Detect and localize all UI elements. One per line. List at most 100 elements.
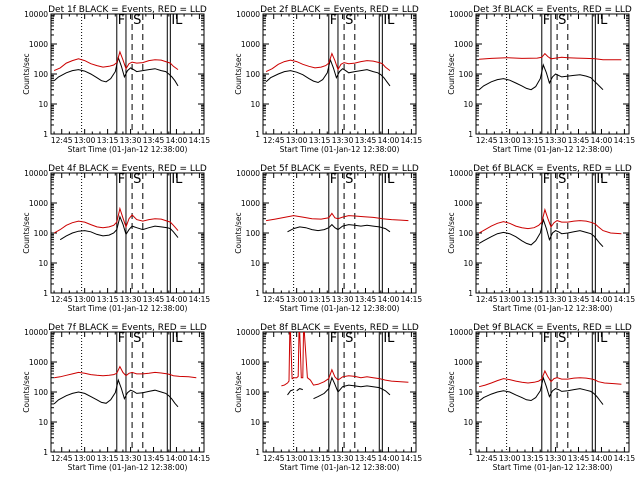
y-axis-label: Counts/sec bbox=[22, 212, 31, 253]
x-tick-label: 14:00 bbox=[166, 454, 188, 463]
x-tick-label: 13:15 bbox=[309, 136, 331, 145]
lld-series-line bbox=[479, 52, 622, 61]
y-tick-label: 1000 bbox=[29, 199, 48, 208]
y-tick-label: 10 bbox=[463, 418, 473, 427]
marker-label: IL bbox=[171, 172, 183, 187]
panel-title: Det 5f BLACK = Events, RED = LLD bbox=[260, 164, 419, 174]
events-series-line bbox=[478, 63, 604, 91]
x-tick-label: 13:45 bbox=[568, 454, 590, 463]
x-tick-label: 14:15 bbox=[189, 136, 211, 145]
y-tick-label: 100 bbox=[459, 229, 474, 238]
events-series-line bbox=[53, 378, 179, 408]
marker-label: S bbox=[133, 172, 141, 187]
x-tick-label: 13:30 bbox=[332, 454, 354, 463]
y-tick-label: 1000 bbox=[454, 358, 473, 367]
y-tick-label: 10000 bbox=[236, 169, 260, 178]
panel-title: Det 2f BLACK = Events, RED = LLD bbox=[260, 5, 419, 15]
x-tick-label: 14:00 bbox=[378, 454, 400, 463]
x-tick-label: 14:00 bbox=[591, 295, 613, 304]
marker-label: IL bbox=[383, 172, 395, 187]
x-tick-label: 12:45 bbox=[263, 295, 285, 304]
x-tick-label: 13:00 bbox=[74, 295, 96, 304]
x-axis-label: Start Time (01-Jan-12 12:38:00) bbox=[68, 304, 188, 313]
marker-label: IL bbox=[596, 13, 608, 28]
x-axis-label: Start Time (01-Jan-12 12:38:00) bbox=[280, 145, 400, 154]
x-tick-label: 14:00 bbox=[378, 136, 400, 145]
y-tick-label: 10000 bbox=[449, 328, 473, 337]
y-tick-label: 1000 bbox=[241, 40, 260, 49]
y-axis-label: Counts/sec bbox=[447, 371, 456, 412]
x-tick-label: 13:00 bbox=[499, 136, 521, 145]
x-axis-label: Start Time (01-Jan-12 12:38:00) bbox=[68, 463, 188, 472]
x-tick-label: 13:00 bbox=[286, 454, 308, 463]
x-axis-label: Start Time (01-Jan-12 12:38:00) bbox=[493, 145, 613, 154]
x-tick-label: 13:30 bbox=[120, 136, 142, 145]
x-axis-label: Start Time (01-Jan-12 12:38:00) bbox=[280, 304, 400, 313]
y-tick-label: 10 bbox=[38, 100, 48, 109]
y-tick-label: 1 bbox=[468, 130, 473, 139]
events-series-line bbox=[478, 217, 604, 248]
lld-series-line bbox=[478, 369, 622, 388]
x-tick-label: 13:00 bbox=[74, 454, 96, 463]
x-tick-label: 13:45 bbox=[143, 454, 165, 463]
events-series-line bbox=[296, 388, 303, 392]
panel-title: Det 6f BLACK = Events, RED = LLD bbox=[473, 164, 632, 174]
x-tick-label: 13:45 bbox=[143, 136, 165, 145]
panel-title: Det 3f BLACK = Events, RED = LLD bbox=[473, 5, 632, 15]
x-tick-label: 13:45 bbox=[355, 136, 377, 145]
x-tick-label: 13:30 bbox=[545, 295, 567, 304]
x-axis-label: Start Time (01-Jan-12 12:38:00) bbox=[280, 463, 400, 472]
marker-label: F bbox=[330, 13, 337, 28]
x-tick-label: 14:15 bbox=[189, 454, 211, 463]
y-tick-label: 100 bbox=[459, 388, 474, 397]
x-tick-label: 13:45 bbox=[143, 295, 165, 304]
y-tick-label: 1 bbox=[468, 289, 473, 298]
x-tick-label: 12:45 bbox=[476, 295, 498, 304]
y-axis-label: Counts/sec bbox=[234, 371, 243, 412]
y-axis-label: Counts/sec bbox=[447, 53, 456, 94]
marker-label: S bbox=[558, 331, 566, 346]
x-tick-label: 13:15 bbox=[522, 295, 544, 304]
marker-label: IL bbox=[596, 331, 608, 346]
y-tick-label: 10 bbox=[250, 418, 260, 427]
x-tick-label: 14:15 bbox=[614, 295, 636, 304]
marker-label: S bbox=[558, 172, 566, 187]
lld-series-line bbox=[53, 206, 179, 234]
x-tick-label: 14:00 bbox=[591, 136, 613, 145]
plot-frame bbox=[475, 13, 630, 135]
x-tick-label: 13:30 bbox=[332, 295, 354, 304]
y-tick-label: 100 bbox=[459, 70, 474, 79]
lld-series-line bbox=[54, 365, 197, 379]
x-tick-label: 14:00 bbox=[166, 136, 188, 145]
marker-label: S bbox=[345, 13, 353, 28]
events-series-line bbox=[287, 223, 391, 233]
x-tick-label: 14:00 bbox=[166, 295, 188, 304]
lld-series-line bbox=[478, 207, 622, 235]
x-tick-label: 12:45 bbox=[476, 136, 498, 145]
y-tick-label: 10 bbox=[38, 259, 48, 268]
y-axis-label: Counts/sec bbox=[234, 53, 243, 94]
marker-label: S bbox=[345, 172, 353, 187]
y-axis-label: Counts/sec bbox=[234, 212, 243, 253]
x-tick-label: 14:00 bbox=[591, 454, 613, 463]
marker-label: IL bbox=[171, 13, 183, 28]
events-series-line bbox=[313, 376, 391, 400]
events-series-line bbox=[59, 215, 179, 241]
lld-series-line bbox=[265, 52, 391, 73]
marker-label: F bbox=[118, 331, 125, 346]
x-tick-label: 13:15 bbox=[522, 454, 544, 463]
y-tick-label: 10000 bbox=[24, 328, 48, 337]
marker-label: IL bbox=[171, 331, 183, 346]
marker-label: F bbox=[118, 13, 125, 28]
x-tick-label: 13:30 bbox=[120, 454, 142, 463]
lld-series-line bbox=[266, 212, 409, 222]
y-tick-label: 1000 bbox=[29, 358, 48, 367]
x-tick-label: 13:30 bbox=[545, 136, 567, 145]
plot-frame bbox=[262, 172, 417, 294]
